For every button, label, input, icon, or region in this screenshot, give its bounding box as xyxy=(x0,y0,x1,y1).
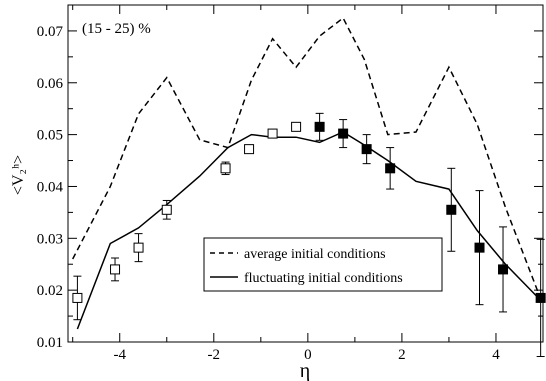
axes: -4 -2 0 2 4 0.01 0.02 0.03 0.04 0.05 0.06 0.07 xyxy=(37,5,544,363)
open-square-point xyxy=(267,128,278,139)
y-tick-label: 0.05 xyxy=(37,128,63,144)
x-tick-label: 4 xyxy=(492,347,500,363)
open-square-point xyxy=(291,121,302,132)
filled-square-point xyxy=(385,163,396,174)
x-axis-title: η xyxy=(300,360,310,381)
x-tick-label: 0 xyxy=(304,347,312,363)
filled-square-point xyxy=(446,204,457,215)
x-tick-label: -4 xyxy=(113,347,126,363)
filled-square-point xyxy=(338,128,349,139)
legend-label-average: average initial conditions xyxy=(244,247,386,262)
legend-box xyxy=(203,237,443,292)
open-square-point xyxy=(161,204,172,215)
filled-square-point xyxy=(498,264,509,275)
annotation-label: (15 - 25) % xyxy=(82,21,151,37)
y-tick-label: 0.03 xyxy=(37,231,63,247)
filled-square-point xyxy=(361,144,372,155)
plot-frame xyxy=(67,4,544,343)
series-line-fluctuating xyxy=(76,131,539,330)
open-square-point xyxy=(72,292,83,303)
markers-layer xyxy=(72,112,546,358)
y-tick-label: 0.04 xyxy=(37,179,64,195)
filled-square-point xyxy=(535,292,546,303)
filled-square-point xyxy=(314,121,325,132)
legend: average initial conditions fluctuating i… xyxy=(203,237,443,292)
y-axis-title: <V₂ʰ> xyxy=(10,155,27,195)
open-square-point xyxy=(244,144,255,155)
legend-label-fluctuating: fluctuating initial conditions xyxy=(244,271,403,286)
y-tick-label: 0.07 xyxy=(37,24,64,40)
open-square-point xyxy=(133,242,144,253)
x-tick-label: 2 xyxy=(398,347,406,363)
y-tick-label: 0.02 xyxy=(37,283,63,299)
series-line-average xyxy=(72,16,539,293)
open-square-point xyxy=(220,163,231,174)
y-tick-label: 0.06 xyxy=(37,76,64,92)
y-tick-label: 0.01 xyxy=(37,335,63,351)
open-square-point xyxy=(110,264,121,275)
x-tick-label: -2 xyxy=(208,347,221,363)
filled-square-point xyxy=(474,242,485,253)
